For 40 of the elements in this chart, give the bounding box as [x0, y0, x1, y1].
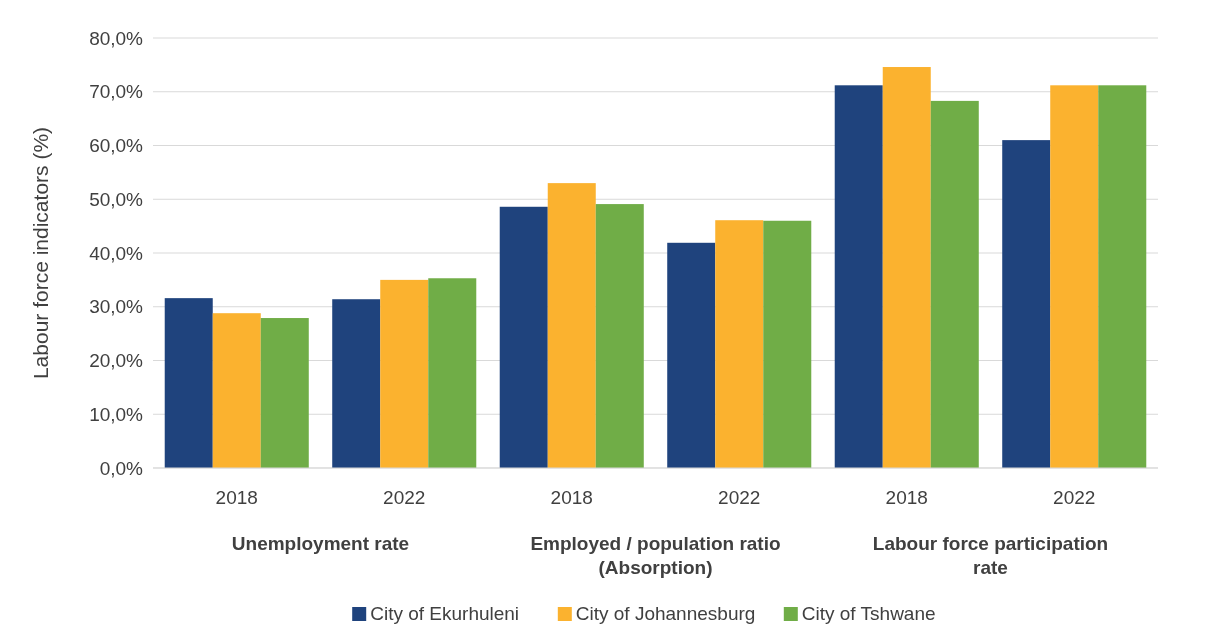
bar: [164, 298, 213, 468]
x-tick-label: 2022: [383, 487, 426, 508]
x-tick-label: 2018: [550, 487, 593, 508]
y-tick-label: 10,0%: [89, 403, 144, 425]
y-tick-label: 0,0%: [99, 457, 144, 479]
bar: [499, 206, 548, 468]
bar: [930, 100, 979, 468]
text: Unemployment rate: [231, 533, 410, 554]
y-axis-title: Labour force indicators (%): [29, 126, 52, 380]
legend-label: City of Tshwane: [801, 603, 936, 624]
legend-label: City of Johannesburg: [575, 603, 756, 624]
bar: [260, 318, 309, 468]
bar: [763, 220, 812, 468]
bar: [212, 313, 261, 468]
legend-label: City of Ekurhuleni: [370, 603, 520, 624]
bar: [834, 85, 883, 468]
text: Labour force participation rate: [872, 533, 1109, 578]
bar: [715, 220, 764, 468]
y-tick-label: 50,0%: [89, 188, 144, 210]
bar: [1098, 85, 1147, 468]
bar: [1002, 140, 1051, 468]
bar: [332, 299, 381, 468]
text: Employed / population ratio (Absorption): [530, 533, 781, 578]
bar: [882, 67, 931, 468]
y-tick-label: 80,0%: [89, 27, 144, 49]
x-tick-label: 2022: [1053, 487, 1096, 508]
bar: [595, 204, 644, 468]
bar: [428, 278, 477, 468]
bar: [380, 279, 429, 468]
bar: [547, 183, 596, 468]
bar: [667, 242, 716, 468]
y-tick-label: 20,0%: [89, 350, 144, 372]
y-tick-label: 60,0%: [89, 135, 144, 157]
x-tick-label: 2018: [885, 487, 928, 508]
x-tick-label: 2018: [215, 487, 258, 508]
y-tick-label: 70,0%: [89, 81, 144, 103]
bar: [1050, 85, 1099, 468]
x-tick-label: 2022: [718, 487, 761, 508]
y-tick-label: 30,0%: [89, 296, 144, 318]
y-tick-label: 40,0%: [89, 242, 144, 264]
